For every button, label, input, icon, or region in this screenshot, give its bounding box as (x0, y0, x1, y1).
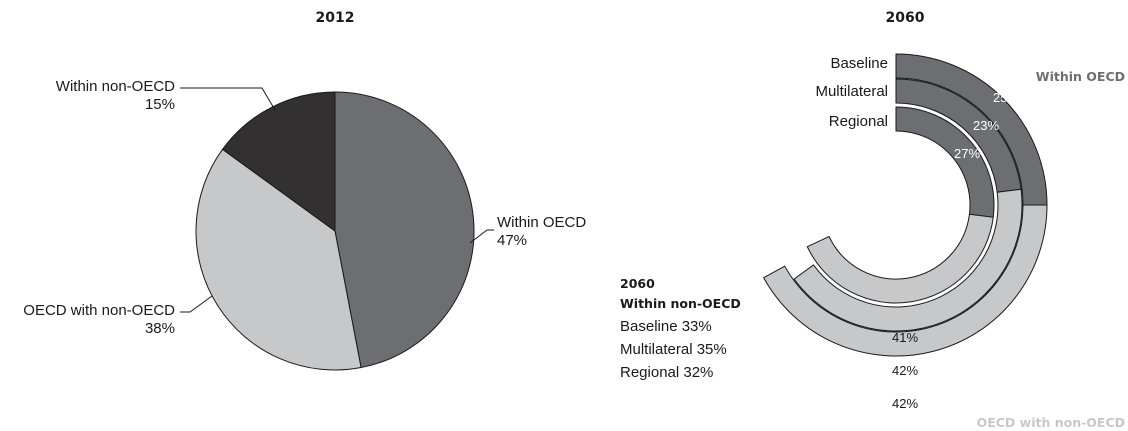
category-label-oecd-with-non-oecd: OECD with non-OECD (977, 415, 1125, 430)
ring-segment-oecd-with-non-oecd-regional (806, 213, 994, 304)
pie-value-within-oecd: 47% (497, 232, 527, 249)
pie-slice-within-oecd (334, 91, 475, 369)
ring-value-cross-regional: 41% (892, 330, 918, 345)
ring-segment-oecd-with-non-oecd-multilateral (793, 188, 1023, 332)
ring-name-regional: Regional (829, 113, 888, 130)
pie-label-within-oecd: Within OECD (497, 214, 586, 231)
ring-name-multilateral: Multilateral (815, 83, 888, 100)
pie-value-oecd-with-non-oecd: 38% (145, 320, 175, 337)
category-label-within-oecd: Within OECD (1036, 69, 1125, 84)
ring-segment-oecd-with-non-oecd-baseline (763, 204, 1048, 357)
ring-value-oecd-baseline: 25% (993, 90, 1019, 105)
ring-value-oecd-multilateral: 23% (973, 118, 999, 133)
ring-value-cross-baseline: 42% (892, 396, 918, 411)
pie-value-within-non-oecd: 15% (145, 96, 175, 113)
non-oecd-value-regional: Regional 32% (620, 364, 713, 381)
donut-rings (763, 53, 1048, 357)
ring-value-oecd-regional: 27% (954, 146, 980, 161)
pie-leader-oecd-with-non-oecd (180, 295, 213, 313)
non-oecd-caption-title: Within non-OECD (620, 296, 741, 311)
non-oecd-value-baseline: Baseline 33% (620, 318, 712, 335)
non-oecd-caption-year: 2060 (620, 276, 655, 291)
pie-slices (195, 91, 475, 371)
pie-leader-within-non-oecd (180, 87, 276, 111)
pie-label-oecd-with-non-oecd: OECD with non-OECD (23, 302, 175, 319)
pie-slice-oecd-with-non-oecd (195, 148, 362, 371)
donut-title: 2060 (886, 10, 925, 26)
pie-title: 2012 (316, 10, 355, 26)
ring-value-cross-multilateral: 42% (892, 363, 918, 378)
pie-slice-within-non-oecd (221, 91, 336, 232)
ring-name-baseline: Baseline (830, 55, 888, 72)
pie-label-within-non-oecd: Within non-OECD (56, 78, 175, 95)
non-oecd-value-multilateral: Multilateral 35% (620, 341, 727, 358)
pie-leader-within-oecd (469, 229, 494, 244)
